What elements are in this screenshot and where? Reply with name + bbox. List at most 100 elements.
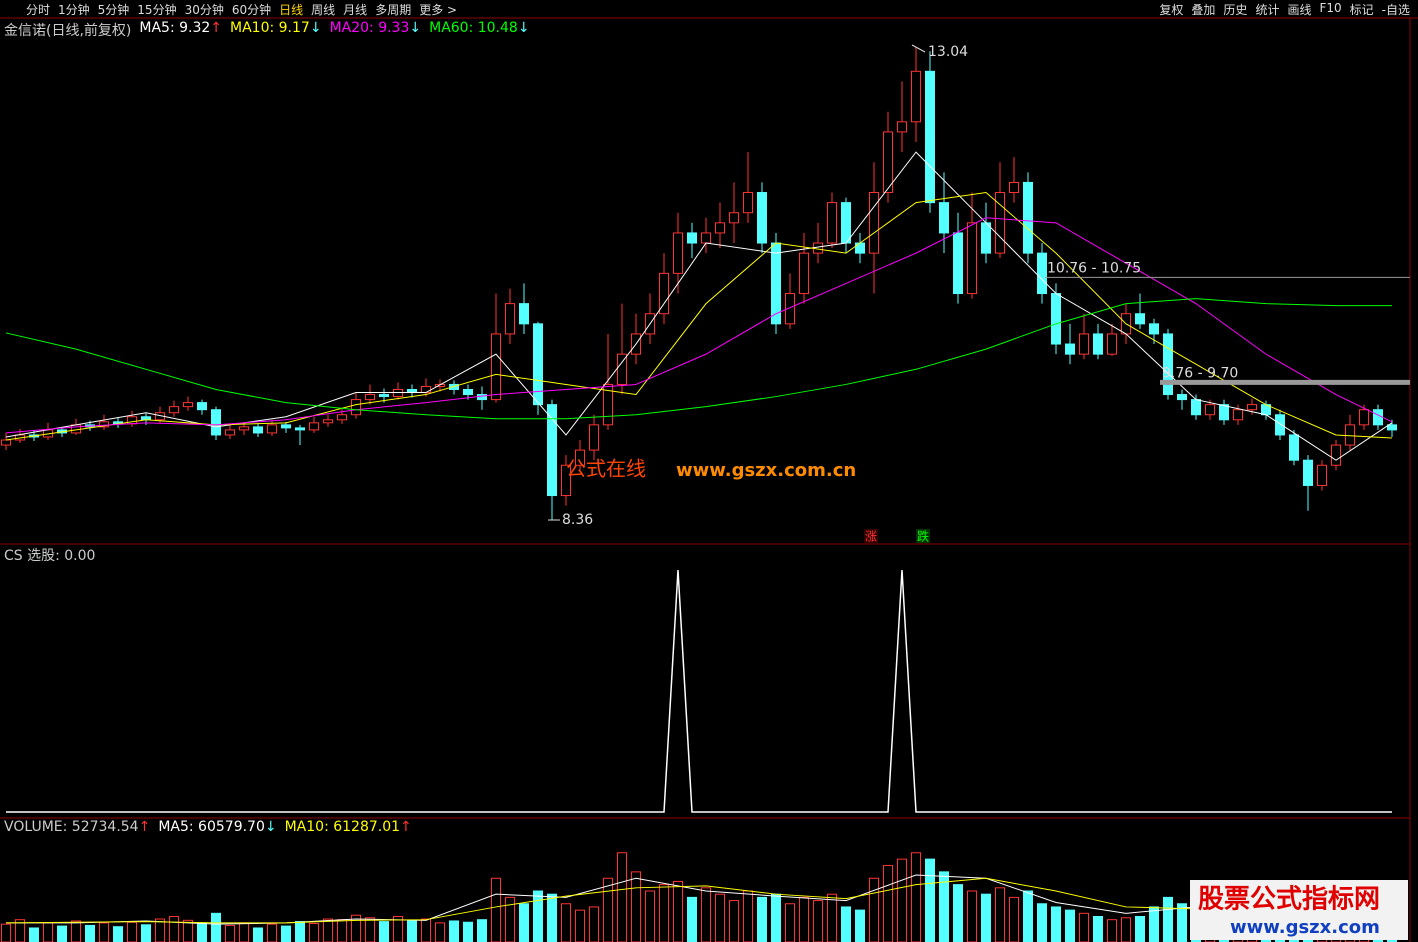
volume-bar: [29, 927, 39, 942]
volume-bar: [925, 858, 935, 942]
toolbar-button[interactable]: 更多 >: [419, 3, 458, 17]
toolbar-button[interactable]: 多周期: [375, 3, 412, 17]
volume-bar: [337, 919, 347, 942]
volume-bar: [15, 919, 25, 942]
toolbar-button[interactable]: F10: [1319, 1, 1342, 15]
candle-body: [1303, 459, 1313, 486]
candle-body: [1051, 293, 1061, 345]
candle-body: [757, 192, 767, 244]
candle-body: [1135, 313, 1145, 325]
candle-body: [295, 427, 305, 431]
candle-body: [1387, 424, 1397, 431]
volume-bar: [309, 923, 319, 942]
toolbar-button[interactable]: 日线: [279, 3, 304, 17]
legend-entry: VOLUME: 52734.54: [4, 819, 139, 835]
price-legend: 金信诺(日线,前复权) MA5: 9.32 ↑ MA10: 9.17 ↓ MA20: 9.…: [4, 20, 538, 40]
toolbar-button[interactable]: 15分钟: [137, 3, 177, 17]
candle-body: [743, 192, 753, 214]
volume-bar: [729, 900, 739, 942]
volume-bar: [827, 893, 837, 942]
volume-bar: [519, 903, 529, 942]
candle-body: [169, 406, 179, 414]
candle-body: [533, 323, 543, 406]
volume-bar: [253, 927, 263, 942]
trend-arrow: ↑: [400, 819, 412, 835]
toolbar-button[interactable]: 画线: [1287, 3, 1312, 17]
candle-body: [519, 303, 529, 325]
candle-body: [589, 424, 599, 451]
volume-bar: [1, 923, 11, 942]
candle-body: [1317, 464, 1327, 486]
volume-bar: [547, 893, 557, 942]
candle-body: [421, 385, 431, 394]
volume-bar: [617, 852, 627, 942]
volume-bar: [155, 918, 165, 942]
watermark: 公式在线: [566, 457, 646, 481]
candle-body: [253, 426, 263, 434]
candle-body: [239, 426, 249, 431]
legend-entry: CS 选股: 0.00: [4, 548, 96, 564]
toolbar-button[interactable]: 统计: [1255, 3, 1280, 17]
candle-body: [71, 424, 81, 434]
candle-body: [575, 449, 585, 466]
toolbar-button[interactable]: 标记: [1349, 3, 1374, 17]
high-arrow: [911, 44, 926, 53]
toolbar-button[interactable]: 60分钟: [231, 3, 272, 17]
toolbar-button[interactable]: -自选: [1381, 3, 1410, 17]
volume-bar: [1023, 890, 1033, 942]
legend-entry: MA60: 10.48: [429, 20, 518, 36]
toolbar-button[interactable]: 周线: [311, 3, 336, 17]
toolbar-button[interactable]: 月线: [343, 3, 368, 17]
volume-bar: [71, 920, 81, 942]
candle-body: [953, 232, 963, 295]
toolbar-button[interactable]: 历史: [1223, 3, 1248, 17]
watermark-url: www.gszx.com.cn: [676, 460, 856, 481]
toolbar-button[interactable]: 5分钟: [97, 3, 130, 17]
candle-body: [491, 333, 501, 401]
ma-line: [5, 217, 1393, 434]
toolbar-button[interactable]: 30分钟: [184, 3, 224, 17]
volume-bar: [183, 919, 193, 942]
candle-body: [393, 388, 403, 398]
volume-bar: [1079, 912, 1089, 942]
volume-bar: [981, 893, 991, 942]
toolbar-button[interactable]: 分时: [26, 3, 51, 17]
volume-bar: [757, 896, 767, 942]
volume-bar: [589, 906, 599, 942]
volume-ma-line: [5, 877, 1393, 924]
trend-arrow: ↓: [264, 819, 277, 835]
legend-entry: MA20: 9.33: [329, 20, 410, 36]
candle-body: [771, 242, 781, 325]
volume-bar: [785, 903, 795, 942]
toolbar-button[interactable]: 复权: [1159, 3, 1184, 17]
volume-bar: [995, 887, 1005, 942]
toolbar-button[interactable]: 叠加: [1191, 3, 1216, 17]
volume-bar: [561, 903, 571, 942]
volume-bar: [953, 884, 963, 942]
volume-bar: [1037, 903, 1047, 942]
candle-body: [897, 121, 907, 133]
fall-box: [916, 529, 930, 543]
candle-body: [673, 232, 683, 274]
candle-body: [729, 212, 739, 224]
candle-body: [1331, 444, 1341, 466]
trend-arrow: ↑: [138, 819, 151, 835]
candle-body: [561, 464, 571, 497]
legend-entry: MA10: 9.17: [230, 20, 310, 36]
volume-bar: [281, 925, 291, 942]
candle-body: [1177, 394, 1187, 401]
candle-body: [869, 192, 879, 254]
volume-bar: [1107, 919, 1117, 942]
watermark-title: 股票公式指标网: [1198, 885, 1380, 915]
volume-bar: [869, 877, 879, 942]
volume-bar: [1177, 903, 1187, 942]
volume-bar: [673, 880, 683, 942]
rise-marker: 涨: [865, 529, 877, 544]
volume-bar: [1149, 906, 1159, 942]
trend-arrow: ↓: [517, 20, 530, 36]
candle-body: [603, 383, 613, 426]
candle-body: [1359, 409, 1369, 426]
toolbar-button[interactable]: 1分钟: [58, 3, 90, 17]
candle-body: [1191, 399, 1201, 416]
